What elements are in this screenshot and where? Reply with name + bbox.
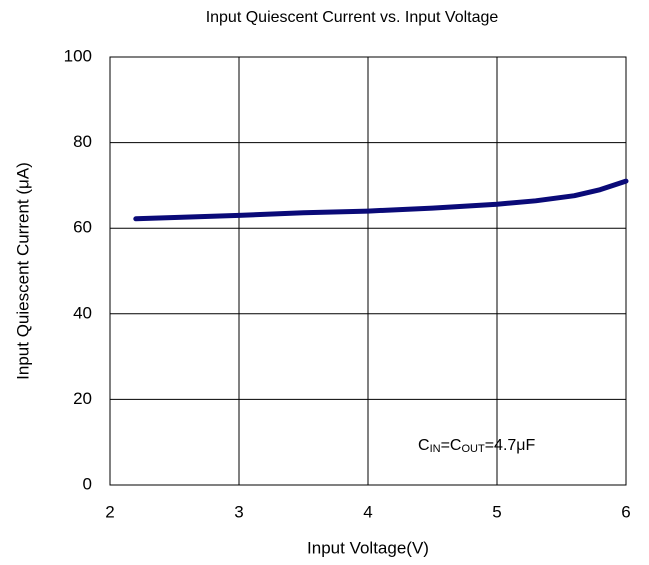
y-tick-label: 20 xyxy=(73,389,92,408)
data-line xyxy=(133,178,629,222)
y-axis-label: Input Quiescent Current (μA) xyxy=(13,162,32,380)
chart-title: Input Quiescent Current vs. Input Voltag… xyxy=(206,9,499,26)
annotation-part: IN xyxy=(430,443,441,455)
x-tick-label: 4 xyxy=(363,502,372,521)
x-axis-label: Input Voltage(V) xyxy=(307,538,429,557)
x-tick-label: 3 xyxy=(234,502,243,521)
annotation-part: C xyxy=(418,437,430,454)
annotation-part: =C xyxy=(441,437,462,454)
annotation-part: =4.7μF xyxy=(485,437,536,454)
x-tick-label: 6 xyxy=(621,502,630,521)
y-tick-label: 40 xyxy=(73,303,92,322)
annotation: CIN=COUT=4.7μF xyxy=(418,437,536,455)
y-tick-label: 100 xyxy=(64,46,92,65)
x-tick-label: 2 xyxy=(105,502,114,521)
y-tick-label: 80 xyxy=(73,132,92,151)
plot-border xyxy=(109,56,627,486)
annotation-part: OUT xyxy=(461,443,485,455)
x-tick-label: 5 xyxy=(492,502,501,521)
y-tick-label: 0 xyxy=(83,474,92,493)
y-tick-label: 60 xyxy=(73,218,92,237)
